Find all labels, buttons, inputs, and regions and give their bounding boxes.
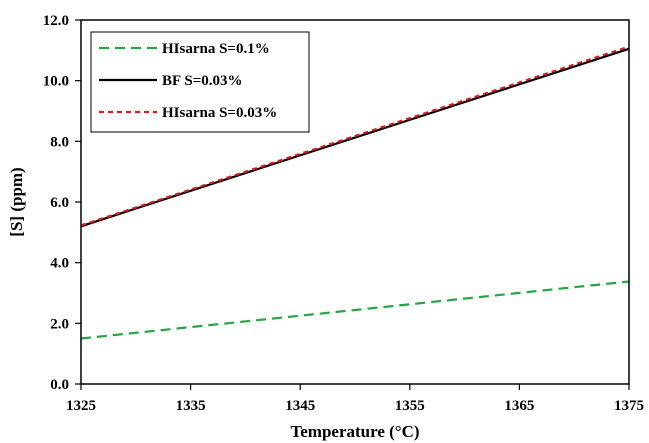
legend-box [90, 31, 310, 133]
y-tick-label: 8.0 [50, 134, 69, 150]
y-tick-label: 12.0 [43, 13, 69, 29]
x-tick-label: 1375 [614, 398, 644, 414]
x-tick-label: 1355 [395, 398, 425, 414]
y-tick-label: 6.0 [50, 195, 69, 211]
y-tick-label: 2.0 [50, 316, 69, 332]
y-gridless-ticks: 0.0 2.0 4.0 6.0 8.0 10.0 12.0 [43, 13, 81, 393]
legend-label: HIsarna S=0.1% [162, 41, 270, 57]
y-tick-label: 10.0 [43, 74, 69, 90]
x-tick-label: 1365 [504, 398, 534, 414]
x-tick-label: 1335 [176, 398, 206, 414]
series-line-1 [80, 47, 630, 228]
y-tick-label: 0.0 [50, 377, 69, 393]
series-group [80, 45, 630, 340]
y-tick-label: 4.0 [50, 256, 69, 272]
y-axis-title: [S] (ppm) [7, 167, 26, 236]
x-tick-label: 1325 [66, 398, 96, 414]
plot-area-frame [80, 19, 630, 385]
x-ticks: 1325 1335 1345 1355 1365 1375 [66, 384, 644, 414]
legend: HIsarna S=0.1% BF S=0.03% HIsarna S=0.03% [90, 31, 310, 133]
x-axis-title: Temperature (°C) [290, 422, 419, 441]
legend-label: BF S=0.03% [162, 73, 243, 89]
series-line-2 [80, 45, 630, 227]
legend-label: HIsarna S=0.03% [162, 105, 277, 121]
x-tick-label: 1345 [285, 398, 315, 414]
series-line-0 [80, 280, 630, 340]
